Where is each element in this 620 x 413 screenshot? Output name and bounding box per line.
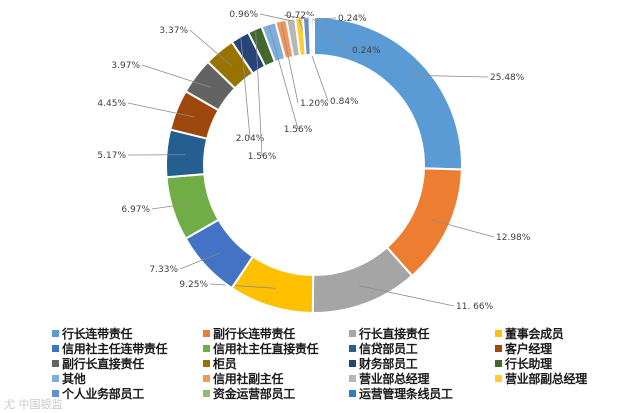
leader-line-11 <box>240 38 251 139</box>
legend-swatch <box>495 360 502 367</box>
legend-label: 信贷部员工 <box>359 342 418 356</box>
slice-label-15: 0.96% <box>229 10 258 20</box>
legend-swatch <box>495 330 502 337</box>
legend-swatch <box>349 360 356 367</box>
leader-line-8 <box>127 102 195 118</box>
legend-label: 行长直接责任 <box>359 327 430 341</box>
legend-item-9: 副行长直接责任 <box>52 356 203 371</box>
leader-line-4 <box>209 283 277 289</box>
legend-label: 行长助理 <box>505 357 552 371</box>
legend-swatch <box>203 330 210 337</box>
legend-label: 个人业务部员工 <box>62 387 144 401</box>
legend-swatch <box>52 345 59 352</box>
watermark: 尤 中国银监 <box>4 398 63 411</box>
legend-swatch <box>349 345 356 352</box>
legend-item-11: 财务部员工 <box>349 356 495 371</box>
slice-label-16: 0.84% <box>330 97 359 107</box>
slice-label-3: 11. 66% <box>456 302 494 312</box>
leader-line-2 <box>430 219 495 238</box>
slice-1 <box>313 15 463 171</box>
legend-swatch <box>52 375 59 382</box>
chart-legend: 行长连带责任 副行长连带责任 行长直接责任 董事会成员信用社主任连带责任 信用社主任直接… <box>52 326 612 401</box>
legend-swatch <box>349 375 356 382</box>
leader-line-9 <box>141 64 212 88</box>
legend-label: 信用社主任连带责任 <box>62 342 168 356</box>
slice-label-5: 7.33% <box>149 265 178 275</box>
slice-label-9: 3.97% <box>111 61 140 71</box>
legend-swatch <box>203 390 210 397</box>
legend-item-1: 行长连带责任 <box>52 326 203 341</box>
legend-swatch <box>52 330 59 337</box>
legend-item-5: 信用社主任连带责任 <box>52 341 203 356</box>
leader-line-13 <box>268 25 299 130</box>
legend-item-2: 副行长连带责任 <box>203 326 349 341</box>
leader-line-1 <box>406 74 489 78</box>
legend-item-3: 行长直接责任 <box>349 326 495 341</box>
legend-item-19: 运营管理条线员工 <box>349 386 495 401</box>
slice-label-10: 3.37% <box>159 26 188 36</box>
slice-label-4: 9.25% <box>179 280 208 290</box>
legend-label: 副行长连带责任 <box>213 327 295 341</box>
leader-line-10 <box>189 29 232 67</box>
legend-label: 副行长直接责任 <box>62 357 144 371</box>
slice-label-17: 0.72% <box>286 11 315 21</box>
legend-label: 营业部副总经理 <box>505 372 587 386</box>
legend-item-4: 董事会成员 <box>495 326 612 341</box>
slice-label-7: 5.17% <box>97 151 126 161</box>
legend-item-16: 营业部副总经理 <box>495 371 612 386</box>
legend-label: 信用社主任直接责任 <box>213 342 319 356</box>
slice-label-19: 0.24% <box>352 46 381 56</box>
legend-label: 信用社副主任 <box>213 372 284 386</box>
legend-swatch <box>495 345 502 352</box>
legend-item-12: 行长助理 <box>495 356 612 371</box>
legend-label: 行长连带责任 <box>62 327 133 341</box>
legend-item-18: 资金运营部员工 <box>203 386 349 401</box>
legend-label: 其他 <box>62 372 86 386</box>
slice-label-6: 6.97% <box>121 205 150 215</box>
legend-item-8: 客户经理 <box>495 341 612 356</box>
slice-label-11: 2.04% <box>236 134 265 144</box>
slice-19 <box>310 15 315 57</box>
legend-item-10: 柜员 <box>203 356 349 371</box>
leader-line-17 <box>283 14 307 20</box>
legend-item-7: 信贷部员工 <box>349 341 495 356</box>
leader-line-3 <box>359 285 455 307</box>
legend-label: 董事会成员 <box>505 327 564 341</box>
legend-label: 柜员 <box>213 357 237 371</box>
legend-item-14: 信用社副主任 <box>203 371 349 386</box>
leader-line-5 <box>179 252 220 270</box>
legend-swatch <box>495 375 502 382</box>
legend-swatch <box>349 390 356 397</box>
legend-item-13: 其他 <box>52 371 203 386</box>
legend-item-6: 信用社主任直接责任 <box>203 341 349 356</box>
leader-line-12 <box>255 31 263 157</box>
legend-swatch <box>52 390 59 397</box>
leader-line-15 <box>259 13 292 22</box>
legend-label: 营业部总经理 <box>359 372 430 386</box>
legend-swatch <box>52 360 59 367</box>
legend-swatch <box>203 345 210 352</box>
legend-swatch <box>349 330 356 337</box>
slice-label-18: 0.24% <box>338 14 367 24</box>
legend-swatch <box>203 360 210 367</box>
leader-line-19 <box>312 18 351 51</box>
leader-line-6 <box>151 202 191 210</box>
slice-label-14: 1.20% <box>300 99 329 109</box>
legend-label: 财务部员工 <box>359 357 418 371</box>
leader-line-14 <box>280 22 299 104</box>
slice-label-2: 12.98% <box>496 233 531 243</box>
legend-label: 运营管理条线员工 <box>359 387 453 401</box>
legend-label: 资金运营部员工 <box>213 387 295 401</box>
legend-label: 客户经理 <box>505 342 552 356</box>
legend-swatch <box>203 375 210 382</box>
legend-item-17: 个人业务部员工 <box>52 386 203 401</box>
slice-label-12: 1.56% <box>248 152 277 162</box>
slice-label-1: 25.48% <box>490 73 525 83</box>
legend-item-15: 营业部总经理 <box>349 371 495 386</box>
slice-label-8: 4.45% <box>97 99 126 109</box>
slice-label-13: 1.56% <box>284 125 313 135</box>
